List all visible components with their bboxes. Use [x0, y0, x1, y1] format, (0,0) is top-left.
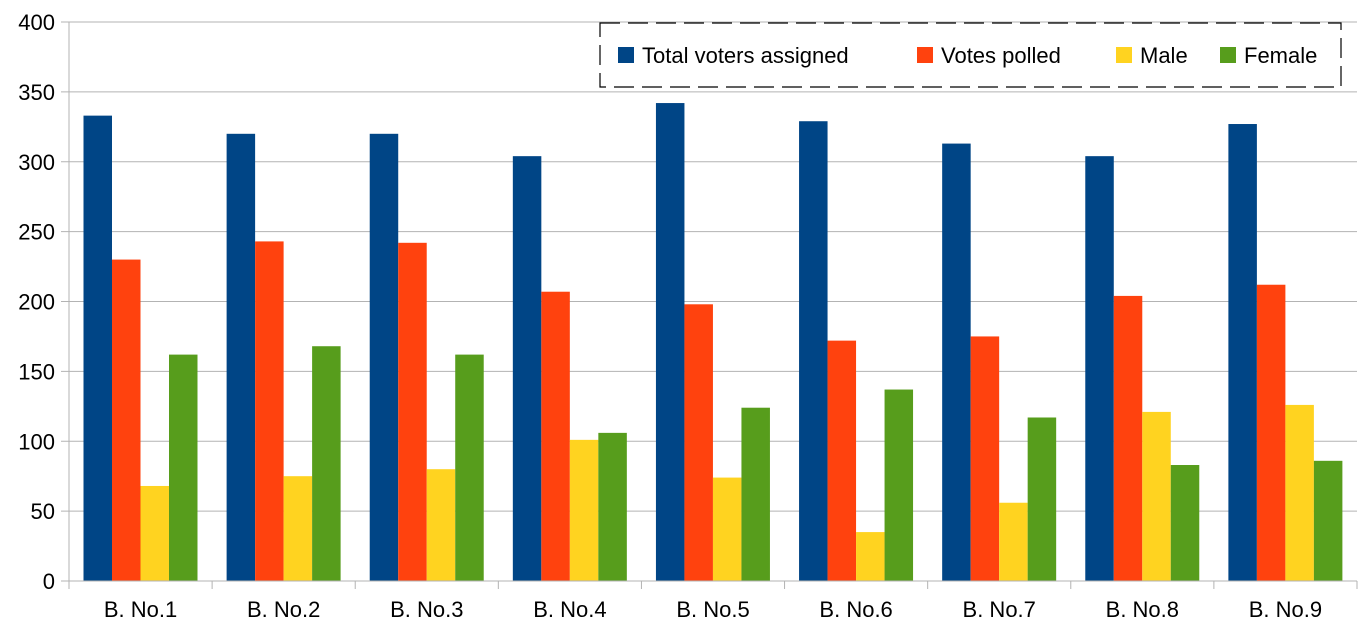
legend-label: Male	[1140, 43, 1188, 68]
bar-total-voters-assigned	[1085, 156, 1114, 581]
y-tick-label: 350	[18, 80, 55, 105]
bar-votes-polled	[398, 242, 427, 581]
bar-female	[312, 346, 341, 581]
bar-total-voters-assigned	[1228, 124, 1257, 581]
legend-swatch	[1116, 47, 1132, 63]
bar-votes-polled	[684, 304, 713, 581]
x-tick-label: B. No.7	[963, 597, 1036, 622]
bar-male	[1285, 404, 1314, 581]
y-tick-label: 50	[31, 499, 55, 524]
bar-male	[1142, 411, 1171, 581]
y-tick-label: 400	[18, 10, 55, 35]
x-tick-label: B. No.2	[247, 597, 320, 622]
bar-female	[455, 354, 484, 581]
bar-votes-polled	[1113, 295, 1143, 581]
bar-male	[426, 469, 456, 581]
bar-female	[884, 389, 914, 581]
legend: Total voters assigned Votes polled Male Fem…	[599, 22, 1342, 88]
bar-total-voters-assigned	[512, 156, 542, 581]
bar-male	[856, 532, 885, 581]
bar-male	[712, 477, 742, 581]
y-tick-label: 0	[43, 569, 55, 594]
bars	[83, 103, 1343, 582]
bar-male	[140, 485, 169, 581]
y-tick-label: 150	[18, 359, 55, 384]
bar-female	[169, 354, 198, 581]
legend-swatch	[917, 47, 933, 63]
x-tick-label: B. No.6	[819, 597, 892, 622]
bar-total-voters-assigned	[83, 115, 112, 581]
y-tick-label: 300	[18, 150, 55, 175]
legend-swatch	[618, 47, 634, 63]
bar-votes-polled	[1256, 284, 1286, 581]
x-tick-label: B. No.5	[676, 597, 749, 622]
legend-swatch	[1220, 47, 1236, 63]
y-tick-label: 200	[18, 290, 55, 315]
legend-box	[599, 22, 1342, 88]
bar-female	[1313, 460, 1343, 581]
bar-female	[741, 407, 770, 581]
legend-label: Total voters assigned	[642, 43, 849, 68]
bar-female	[598, 432, 627, 581]
bar-total-voters-assigned	[369, 133, 399, 582]
legend-label: Votes polled	[941, 43, 1061, 68]
bar-total-voters-assigned	[226, 133, 256, 582]
x-tick-label: B. No.9	[1249, 597, 1322, 622]
legend-label: Female	[1244, 43, 1317, 68]
bar-votes-polled	[827, 340, 857, 581]
bar-total-voters-assigned	[799, 121, 828, 581]
bar-votes-polled	[970, 336, 1000, 581]
bar-votes-polled	[255, 241, 284, 581]
y-axis-tick-labels: 0 50 100 150 200 250 300 350 400	[18, 10, 55, 594]
bar-female	[1027, 417, 1057, 581]
x-axis-tick-labels: B. No.1 B. No.2 B. No.3 B. No.4 B. No.5 B. No…	[104, 597, 1322, 622]
x-tick-label: B. No.1	[104, 597, 177, 622]
bar-votes-polled	[541, 291, 570, 581]
bar-total-voters-assigned	[942, 143, 971, 581]
bar-votes-polled	[112, 259, 141, 581]
x-tick-label: B. No.8	[1106, 597, 1179, 622]
bar-male	[569, 439, 599, 581]
y-tick-label: 250	[18, 220, 55, 245]
bar-male	[283, 476, 313, 581]
bar-male	[999, 502, 1028, 581]
bar-total-voters-assigned	[655, 103, 685, 582]
x-tick-label: B. No.4	[533, 597, 606, 622]
y-tick-label: 100	[18, 429, 55, 454]
bar-female	[1170, 465, 1200, 581]
axes	[68, 22, 1358, 589]
x-tick-label: B. No.3	[390, 597, 463, 622]
